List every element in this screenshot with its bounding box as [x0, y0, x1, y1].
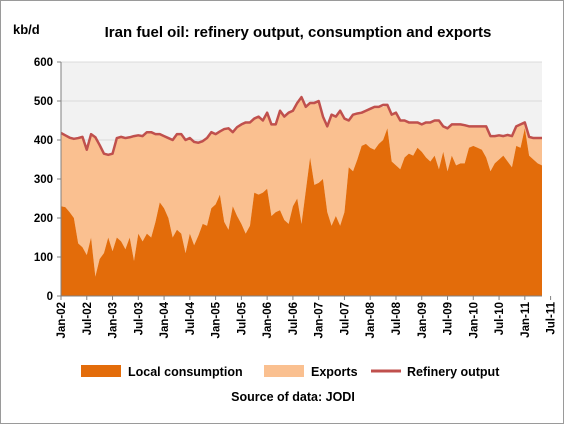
x-tick-label-Jul-06: Jul-06 — [288, 302, 300, 335]
x-tick-label-Jan-09: Jan-09 — [417, 302, 429, 338]
x-tick-label-Jul-07: Jul-07 — [339, 302, 351, 335]
y-tick-label-500: 500 — [34, 96, 53, 108]
y-tick-label-600: 600 — [34, 57, 53, 69]
x-tick-label-Jan-08: Jan-08 — [365, 301, 377, 338]
local-consumption-area — [61, 128, 542, 296]
x-tick-label-Jul-05: Jul-05 — [236, 301, 248, 335]
x-tick-label-Jul-08: Jul-08 — [391, 301, 403, 335]
exports-area — [61, 97, 542, 277]
y-tick-label-100: 100 — [34, 252, 53, 264]
y-tick-label-300: 300 — [34, 174, 53, 186]
x-tick-label-Jul-09: Jul-09 — [443, 302, 455, 335]
y-axis-label: kb/d — [13, 22, 40, 37]
x-tick-label-Jul-10: Jul-10 — [494, 302, 506, 335]
y-tick-label-200: 200 — [34, 213, 53, 225]
x-tick-label-Jan-06: Jan-06 — [262, 302, 274, 338]
x-tick-label-Jan-02: Jan-02 — [56, 302, 68, 338]
source-note: Source of data: JODI — [231, 390, 355, 404]
x-tick-label-Jan-11: Jan-11 — [520, 301, 532, 337]
x-tick-label-Jan-10: Jan-10 — [468, 302, 480, 338]
legend-label-exports: Exports — [311, 365, 358, 379]
x-tick-label-Jan-03: Jan-03 — [108, 302, 120, 338]
x-tick-label-Jan-04: Jan-04 — [159, 301, 171, 338]
x-tick-label-Jul-02: Jul-02 — [82, 302, 94, 335]
y-tick-label-400: 400 — [34, 135, 53, 147]
x-tick-label-Jan-07: Jan-07 — [314, 302, 326, 338]
legend-swatch-local-consumption — [81, 365, 121, 377]
legend-label-refinery-output: Refinery output — [407, 365, 500, 379]
refinery-output-line — [60, 95, 542, 157]
x-tick-label-Jul-11: Jul-11 — [546, 301, 558, 334]
x-tick-label-Jul-03: Jul-03 — [133, 302, 145, 335]
chart-title: Iran fuel oil: refinery output, consumpt… — [105, 24, 492, 41]
x-tick-label-Jan-05: Jan-05 — [211, 301, 223, 338]
x-tick-label-Jul-04: Jul-04 — [185, 301, 197, 335]
legend-swatch-exports — [264, 365, 304, 377]
legend-label-local-consumption: Local consumption — [128, 365, 243, 379]
y-tick-label-0: 0 — [47, 291, 53, 303]
